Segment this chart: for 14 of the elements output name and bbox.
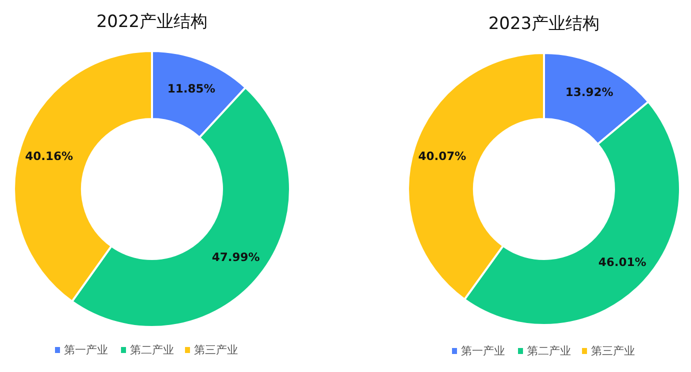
legend-label: 第一产业 [64, 344, 108, 356]
legend-label: 第三产业 [194, 344, 238, 356]
data-label: 47.99% [212, 250, 260, 264]
legend-label: 第一产业 [461, 344, 505, 358]
chart-title: 2022产业结构 [96, 12, 208, 32]
legend-label: 第二产业 [527, 344, 571, 358]
chart-title: 2023产业结构 [488, 14, 600, 34]
data-label: 40.07% [418, 149, 467, 164]
data-label: 11.85% [167, 81, 216, 96]
data-label: 46.01% [598, 254, 647, 269]
data-label: 40.16% [25, 149, 74, 164]
legend-label: 第三产业 [591, 344, 635, 358]
data-label: 13.92% [565, 85, 614, 100]
legend-label: 第二产业 [130, 344, 174, 356]
